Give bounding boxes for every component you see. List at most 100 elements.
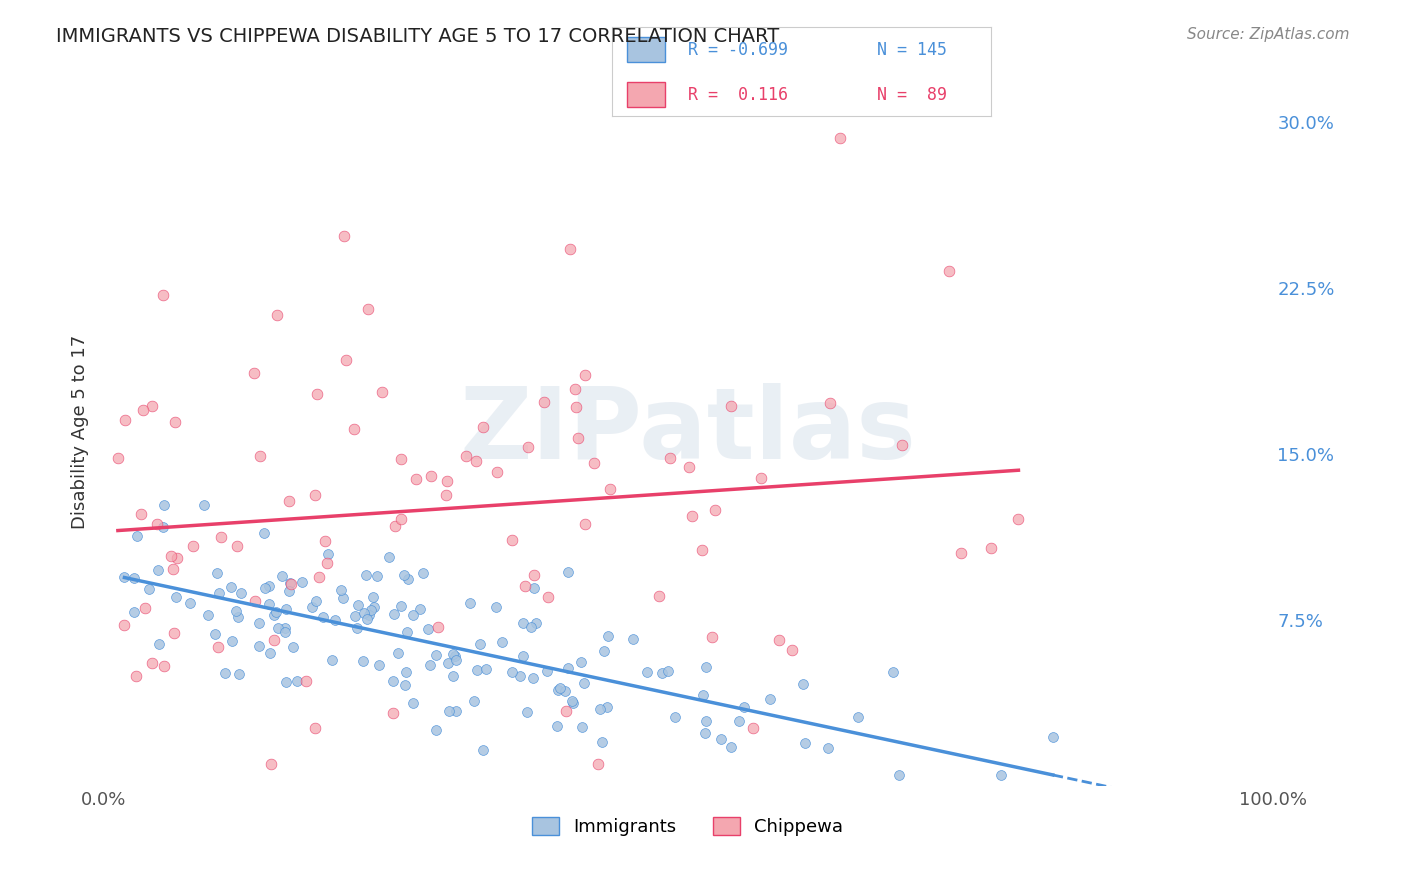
Point xyxy=(820,396,842,410)
Point xyxy=(434,488,457,502)
Point xyxy=(301,599,323,614)
Point xyxy=(312,610,335,624)
Point xyxy=(125,668,148,682)
Point xyxy=(426,620,449,634)
Point xyxy=(484,599,506,614)
Point xyxy=(882,665,904,679)
Point xyxy=(420,469,443,483)
Point xyxy=(437,704,460,718)
Point xyxy=(523,581,546,595)
Point xyxy=(266,621,288,635)
Point xyxy=(460,596,482,610)
Point xyxy=(572,675,595,690)
Point xyxy=(710,731,733,746)
Point xyxy=(980,541,1002,556)
Point xyxy=(360,603,382,617)
Point xyxy=(569,655,592,669)
Point xyxy=(271,569,294,583)
Point xyxy=(681,509,703,524)
Point xyxy=(295,673,318,688)
Point xyxy=(114,569,136,583)
Point xyxy=(249,449,271,463)
Point xyxy=(389,451,412,466)
Point xyxy=(519,620,541,634)
Point xyxy=(501,533,523,548)
Point xyxy=(509,669,531,683)
Point xyxy=(204,627,226,641)
Point xyxy=(1042,730,1064,744)
Point xyxy=(486,465,509,479)
Point xyxy=(205,566,228,580)
Point xyxy=(465,663,488,677)
Point xyxy=(266,308,288,322)
Point xyxy=(564,382,586,396)
Point xyxy=(537,591,560,605)
Point xyxy=(474,662,496,676)
Point xyxy=(278,575,301,590)
Point xyxy=(153,498,176,512)
Point xyxy=(396,573,419,587)
Point xyxy=(524,615,547,630)
Point xyxy=(384,519,406,533)
Point xyxy=(132,403,155,417)
Point xyxy=(257,597,280,611)
Point xyxy=(389,599,412,614)
Point xyxy=(153,659,176,673)
Point xyxy=(114,413,136,427)
Point xyxy=(472,420,495,434)
Point xyxy=(352,654,374,668)
Point xyxy=(456,449,478,463)
Text: R =  0.116: R = 0.116 xyxy=(688,86,787,103)
Point xyxy=(582,456,605,470)
Point xyxy=(405,472,427,486)
Point xyxy=(547,682,569,697)
Point xyxy=(720,399,742,413)
Point xyxy=(280,576,302,591)
Point xyxy=(314,534,336,549)
Point xyxy=(163,415,186,429)
Point xyxy=(536,664,558,678)
Point xyxy=(122,571,145,585)
Point xyxy=(419,657,441,672)
Point xyxy=(938,264,960,278)
Point xyxy=(353,606,375,620)
Point xyxy=(152,288,174,302)
Point xyxy=(382,706,405,720)
Point xyxy=(371,385,394,400)
Point xyxy=(557,565,579,579)
Point xyxy=(446,704,468,718)
Point xyxy=(695,714,717,728)
Point xyxy=(846,710,869,724)
Y-axis label: Disability Age 5 to 17: Disability Age 5 to 17 xyxy=(72,334,89,529)
Point xyxy=(146,516,169,531)
Point xyxy=(887,768,910,782)
Point xyxy=(363,600,385,615)
Point xyxy=(990,768,1012,782)
Point xyxy=(591,735,613,749)
Point xyxy=(321,653,343,667)
Point xyxy=(141,656,163,670)
Point xyxy=(316,547,339,561)
Point xyxy=(259,646,281,660)
Point xyxy=(356,567,378,582)
Point xyxy=(361,590,384,604)
Point xyxy=(523,567,546,582)
Point xyxy=(533,394,555,409)
Point xyxy=(253,525,276,540)
Point xyxy=(720,739,742,754)
Point xyxy=(333,228,356,243)
Point xyxy=(436,656,458,670)
Point xyxy=(263,608,285,623)
Point xyxy=(596,629,619,643)
Point xyxy=(243,366,266,380)
Point xyxy=(636,665,658,680)
Point xyxy=(346,621,368,635)
Legend: Immigrants, Chippewa: Immigrants, Chippewa xyxy=(524,809,851,843)
Point xyxy=(181,539,204,553)
Point xyxy=(387,647,409,661)
Point xyxy=(571,720,593,734)
Point xyxy=(690,542,713,557)
Point xyxy=(425,648,447,662)
Point xyxy=(346,599,368,613)
Point xyxy=(125,529,148,543)
